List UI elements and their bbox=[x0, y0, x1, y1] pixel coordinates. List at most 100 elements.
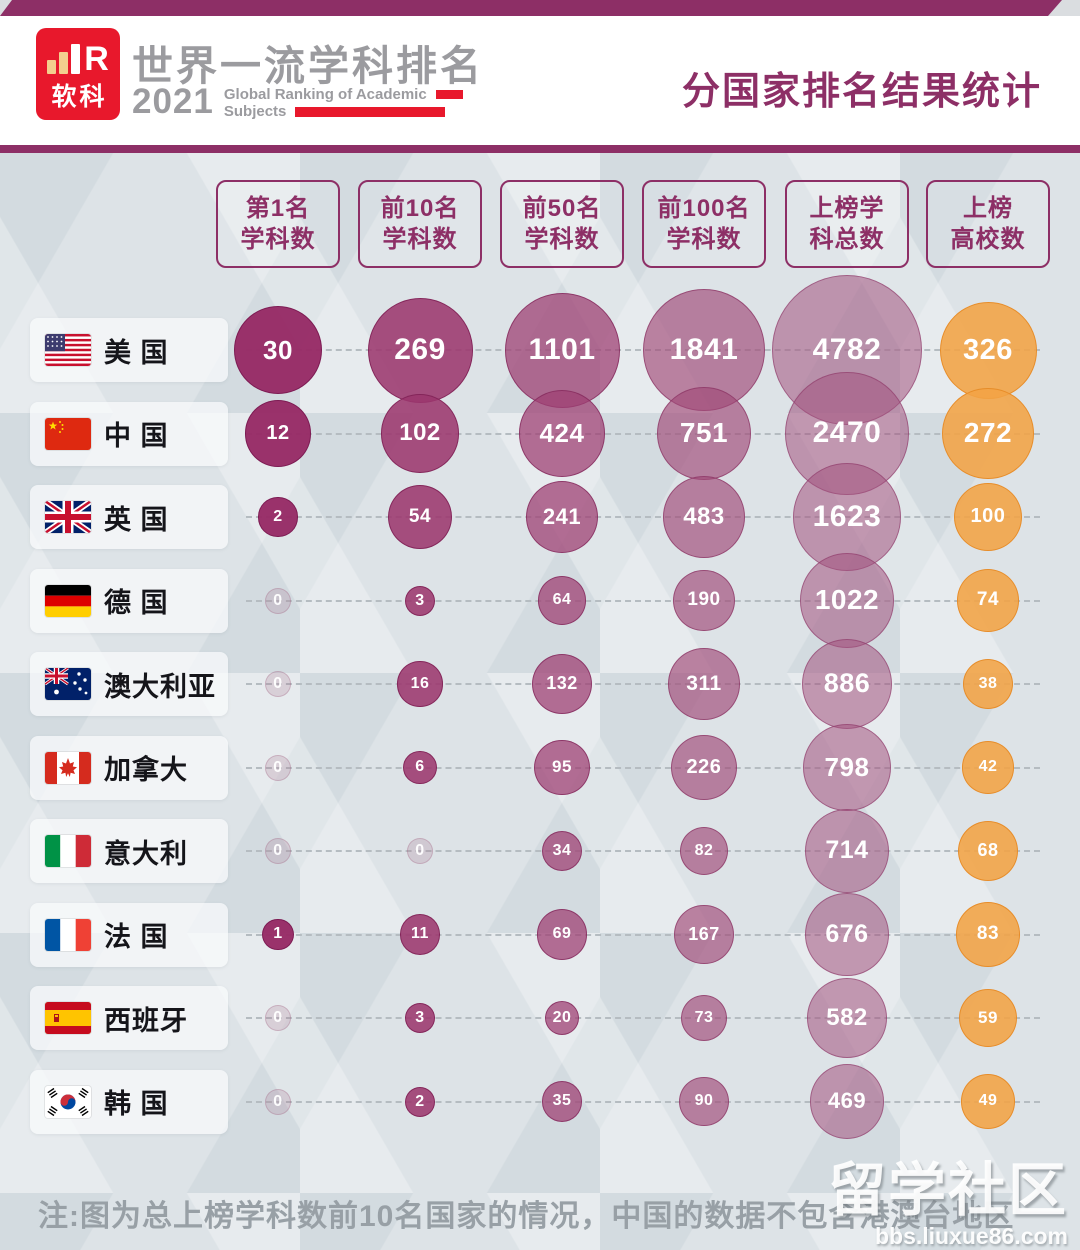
country-card-australia: 澳大利亚 bbox=[30, 652, 228, 716]
row-connector-line bbox=[246, 850, 1040, 852]
flag-australia-icon bbox=[45, 668, 91, 700]
bubble-italy-col2: 0 bbox=[407, 838, 433, 864]
row-connector-line bbox=[246, 1100, 1040, 1103]
logo-bar-3 bbox=[71, 44, 81, 74]
flag-italy-icon bbox=[45, 835, 91, 867]
watermark-url: bbs.liuxue86.com bbox=[874, 1223, 1068, 1249]
bubble-france-col1: 1 bbox=[262, 918, 294, 951]
bubble-canada-col1: 0 bbox=[265, 754, 291, 781]
bubble-spain-col2: 3 bbox=[405, 1003, 435, 1033]
bubble-canada-col4: 226 bbox=[671, 734, 737, 800]
row-connector-line bbox=[246, 599, 1040, 602]
bubble-germany-col1: 0 bbox=[265, 587, 291, 614]
logo-r-glyph: R bbox=[84, 40, 109, 78]
bubble-usa-col2: 269 bbox=[367, 297, 473, 403]
maroon-divider bbox=[0, 145, 1080, 153]
bubble-italy-col4: 82 bbox=[680, 827, 728, 875]
bubble-italy-col3: 34 bbox=[541, 830, 583, 872]
bubble-korea-col1: 0 bbox=[265, 1088, 291, 1115]
country-name-italy: 意大利 bbox=[104, 838, 188, 869]
logo-bar-1 bbox=[47, 60, 57, 74]
flag-france-icon bbox=[45, 918, 91, 951]
bubble-uk-col4: 483 bbox=[663, 476, 745, 558]
row-connector-line bbox=[246, 1017, 1040, 1019]
column-header-6: 上榜 高校数 bbox=[926, 180, 1050, 268]
bubble-korea-col5: 469 bbox=[809, 1064, 885, 1139]
bubble-spain-col1: 0 bbox=[265, 1005, 291, 1031]
country-name-germany: 德 国 bbox=[104, 588, 169, 618]
country-name-australia: 澳大利亚 bbox=[104, 671, 216, 702]
bubble-france-col3: 69 bbox=[536, 909, 588, 960]
bubble-australia-col6: 38 bbox=[962, 658, 1014, 710]
bubble-australia-col3: 132 bbox=[531, 653, 593, 715]
bubble-uk-col1: 2 bbox=[258, 497, 298, 537]
bubble-korea-col4: 90 bbox=[679, 1076, 729, 1127]
country-name-china: 中 国 bbox=[104, 421, 169, 451]
row-connector-line bbox=[246, 432, 1040, 435]
bubble-italy-col5: 714 bbox=[804, 808, 890, 894]
bubble-china-col4: 751 bbox=[657, 386, 751, 481]
logo-text: 软科 bbox=[51, 83, 108, 111]
flag-usa-icon bbox=[45, 334, 91, 366]
bubble-spain-col5: 582 bbox=[807, 978, 887, 1058]
bubble-france-col4: 167 bbox=[674, 904, 734, 965]
bubble-italy-col1: 0 bbox=[265, 838, 291, 864]
flag-canada-icon bbox=[45, 751, 91, 784]
bubble-france-col6: 83 bbox=[955, 902, 1021, 967]
bubble-uk-col6: 100 bbox=[953, 482, 1022, 551]
bubble-canada-col5: 798 bbox=[803, 723, 891, 812]
top-accent-bar-fill bbox=[0, 0, 1062, 16]
bubble-uk-col5: 1623 bbox=[792, 462, 902, 572]
column-header-3: 前50名 学科数 bbox=[500, 180, 624, 268]
bar-chart-icon: R bbox=[47, 36, 109, 78]
bubble-canada-col6: 42 bbox=[961, 741, 1015, 794]
ranking-title-en: Global Ranking of Academic Subjects bbox=[224, 84, 463, 120]
bubble-korea-col6: 49 bbox=[960, 1074, 1016, 1129]
watermark-title: 留学社区 bbox=[827, 1158, 1068, 1223]
country-name-france: 法 国 bbox=[104, 922, 169, 952]
bubble-china-col2: 102 bbox=[380, 394, 460, 473]
ranking-year: 2021 bbox=[132, 82, 214, 121]
ruanke-logo: R 软科 bbox=[36, 28, 120, 120]
ranking-title-en-line1: Global Ranking of Academic bbox=[223, 86, 427, 103]
page-header: R 软科 世界一流学科排名 2021 Global Ranking of Aca… bbox=[0, 16, 1080, 145]
row-connector-line bbox=[246, 933, 1040, 936]
country-card-uk: 英 国 bbox=[30, 485, 228, 549]
bubble-china-col5: 2470 bbox=[785, 371, 909, 495]
flag-spain-icon bbox=[45, 1002, 91, 1034]
column-header-5: 上榜学 科总数 bbox=[785, 180, 909, 268]
column-header-4: 前100名 学科数 bbox=[642, 180, 766, 268]
flag-china-icon bbox=[45, 417, 91, 450]
bubble-spain-col6: 59 bbox=[958, 988, 1018, 1048]
bubble-australia-col4: 311 bbox=[668, 648, 740, 720]
bubble-korea-col3: 35 bbox=[541, 1081, 583, 1122]
country-name-uk: 英 国 bbox=[104, 504, 169, 535]
country-card-korea: 韩 国 bbox=[30, 1069, 228, 1134]
bubble-italy-col6: 68 bbox=[957, 820, 1019, 882]
bubble-china-col6: 272 bbox=[942, 387, 1034, 480]
red-dash-accent bbox=[435, 90, 463, 99]
bubble-australia-col1: 0 bbox=[265, 671, 291, 697]
bubble-germany-col5: 1022 bbox=[799, 553, 895, 648]
country-card-france: 法 国 bbox=[30, 902, 228, 967]
page-title: 分国家排名结果统计 bbox=[681, 71, 1042, 113]
bubble-spain-col4: 73 bbox=[680, 994, 728, 1042]
country-card-italy: 意大利 bbox=[30, 819, 228, 883]
bubble-uk-col3: 241 bbox=[525, 480, 599, 554]
bubble-canada-col3: 95 bbox=[534, 739, 590, 796]
row-connector-line bbox=[246, 683, 1040, 685]
logo-bar-2 bbox=[59, 52, 69, 74]
country-card-canada: 加拿大 bbox=[30, 735, 228, 800]
bubble-usa-col1: 30 bbox=[234, 306, 322, 394]
bubble-usa-col3: 1101 bbox=[504, 292, 620, 408]
bubble-usa-col6: 326 bbox=[939, 301, 1037, 399]
bubble-australia-col5: 886 bbox=[801, 638, 893, 730]
bubble-australia-col2: 16 bbox=[397, 661, 443, 707]
bubble-china-col3: 424 bbox=[518, 390, 606, 477]
bubble-uk-col2: 54 bbox=[387, 484, 453, 550]
red-bar-accent bbox=[295, 106, 446, 117]
country-card-china: 中 国 bbox=[30, 401, 228, 466]
bubble-korea-col2: 2 bbox=[405, 1086, 435, 1117]
bubble-france-col5: 676 bbox=[805, 892, 889, 977]
row-connector-line bbox=[246, 766, 1040, 769]
